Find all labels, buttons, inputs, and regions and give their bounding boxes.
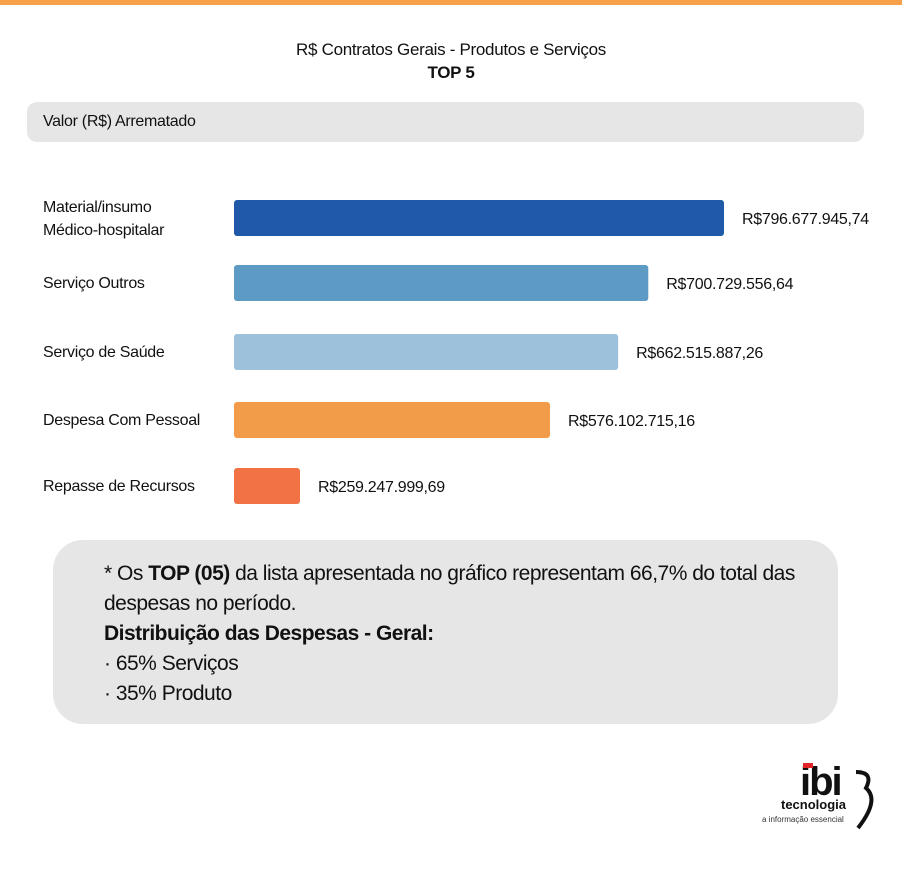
logo-red-dot [803, 763, 813, 768]
note-line-2: despesas no período. [104, 592, 296, 615]
chart-subtitle: TOP 5 [427, 63, 475, 82]
note-line-1: * Os TOP (05) da lista apresentada no gr… [104, 562, 795, 585]
category-label-3: Serviço de Saúde [43, 344, 165, 361]
value-label-2: R$700.729.556,64 [666, 276, 793, 293]
section-header-label: Valor (R$) Arrematado [43, 113, 196, 130]
note-item-services: · 65% Serviços [104, 652, 239, 675]
ibi-logo: ibi tecnologia a informação essencial [760, 760, 880, 830]
bar-1 [234, 200, 724, 236]
note-box: * Os TOP (05) da lista apresentada no gr… [53, 540, 838, 724]
value-label-1: R$796.677.945,74 [742, 211, 869, 228]
bar-2 [234, 265, 649, 301]
logo-tagline: tecnologia [781, 797, 847, 812]
value-label-3: R$662.515.887,26 [636, 345, 763, 362]
logo-slogan: a informação essencial [762, 815, 844, 824]
bar-4 [234, 402, 550, 438]
top-accent-stripe [0, 0, 902, 5]
note-heading: Distribuição das Despesas - Geral: [104, 622, 434, 645]
category-label-1-line-2: Médico-hospitalar [43, 222, 165, 239]
category-label-5: Repasse de Recursos [43, 478, 195, 495]
logo-curve-icon [855, 770, 874, 830]
value-label-4: R$576.102.715,16 [568, 413, 695, 430]
bar-3 [234, 334, 619, 370]
chart-title: R$ Contratos Gerais - Produtos e Serviço… [296, 40, 606, 59]
category-label-2: Serviço Outros [43, 275, 145, 292]
bar-5 [234, 468, 300, 504]
value-label-5: R$259.247.999,69 [318, 479, 445, 496]
note-item-product: · 35% Produto [104, 682, 232, 705]
section-header: Valor (R$) Arrematado [27, 102, 864, 142]
category-label-4: Despesa Com Pessoal [43, 412, 200, 429]
category-label-1-line-1: Material/insumo [43, 199, 152, 216]
bar-chart: Material/insumo Médico-hospitalar R$796.67… [43, 199, 870, 504]
note-highlight: TOP (05) [148, 562, 230, 585]
